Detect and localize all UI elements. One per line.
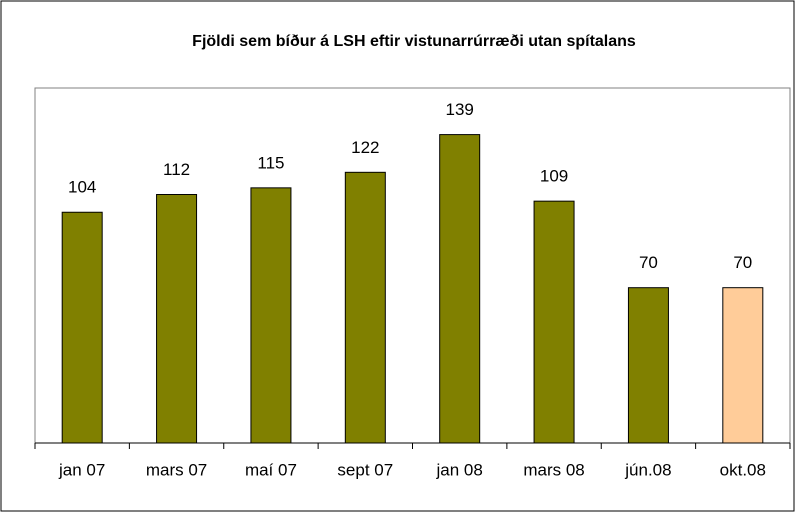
bar — [722, 287, 764, 444]
x-tick-label: jún.08 — [624, 460, 671, 479]
data-label: 139 — [446, 100, 474, 119]
data-label: 122 — [351, 138, 379, 157]
data-label: 112 — [163, 160, 190, 179]
bar — [533, 200, 575, 444]
x-tick-label: jan 08 — [436, 460, 483, 479]
data-label: 109 — [540, 167, 568, 186]
x-tick-label: jan 07 — [58, 460, 105, 479]
x-tick-label: maí 07 — [245, 460, 297, 479]
data-label: 70 — [639, 253, 658, 272]
bar — [156, 194, 198, 444]
x-tick-label: sept 07 — [337, 460, 393, 479]
bar — [250, 187, 292, 444]
bar — [344, 171, 386, 444]
bar — [439, 134, 481, 444]
x-tick-label: mars 08 — [523, 460, 584, 479]
plot-area — [34, 87, 791, 444]
data-label: 104 — [68, 178, 96, 197]
x-tick-label: mars 07 — [146, 460, 207, 479]
data-label: 115 — [257, 153, 284, 172]
x-tick-label: okt.08 — [720, 460, 766, 479]
chart-title: Fjöldi sem bíður á LSH eftir vistunarrúr… — [192, 33, 636, 50]
bar — [61, 211, 103, 444]
bar — [627, 287, 669, 444]
data-label: 70 — [733, 253, 752, 272]
